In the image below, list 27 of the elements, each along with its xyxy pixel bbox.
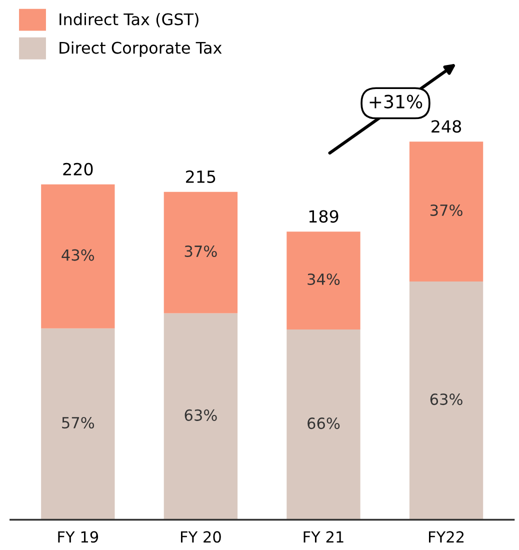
x-tick-label: FY 19	[58, 531, 98, 543]
annotation: 63%	[184, 409, 217, 421]
annotation: 189	[309, 210, 338, 223]
bar	[409, 282, 484, 520]
annotation: 215	[186, 170, 216, 184]
x-tick-label: FY22	[428, 531, 464, 542]
bar	[164, 313, 238, 520]
bar	[41, 184, 115, 328]
annotation: 63%	[430, 394, 462, 406]
annotation: 57%	[62, 416, 94, 429]
bar	[164, 192, 238, 314]
x-tick-label: FY 20	[180, 531, 221, 543]
bar	[286, 330, 360, 520]
annotation: 37%	[184, 245, 217, 258]
bar	[41, 328, 115, 520]
x-tick-label: FY 21	[304, 531, 344, 542]
legend-label: Direct Corporate Tax	[60, 41, 222, 57]
bar	[409, 142, 484, 282]
annotation: 66%	[308, 418, 340, 430]
annotation: 220	[63, 162, 93, 176]
bar	[286, 232, 360, 330]
text: +31%	[370, 94, 422, 108]
annotation: 37%	[430, 204, 462, 216]
annotation: 34%	[308, 273, 340, 286]
legend-label: Indirect Tax (GST)	[60, 12, 198, 28]
annotation: 43%	[62, 249, 94, 261]
text: 248	[432, 120, 462, 133]
